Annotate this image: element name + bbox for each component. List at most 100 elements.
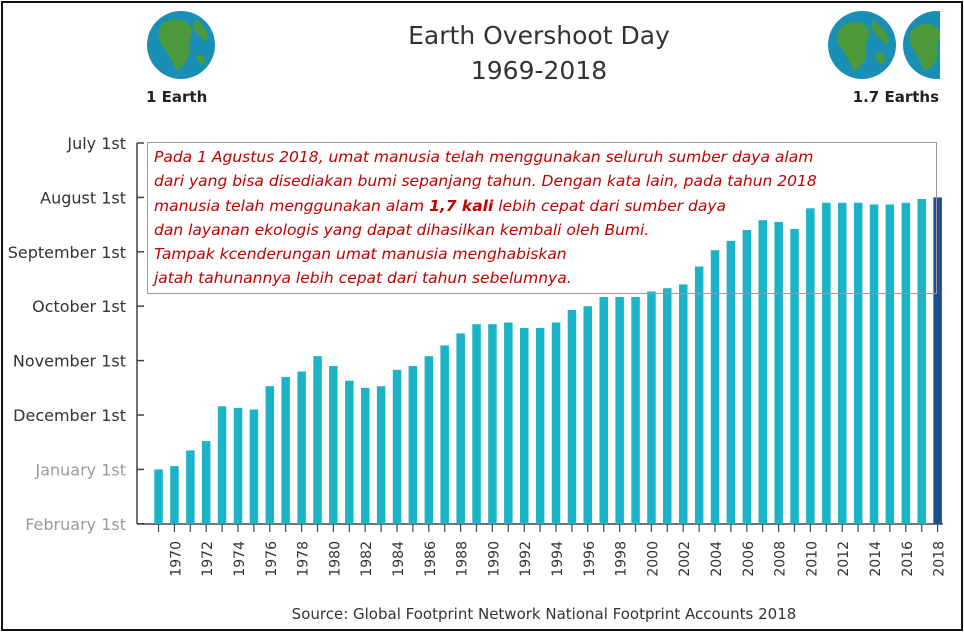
chart-title: Earth Overshoot Day bbox=[408, 21, 670, 50]
y-tick-label: October 1st bbox=[32, 297, 126, 316]
bar-2011 bbox=[822, 202, 831, 525]
bar-2000 bbox=[647, 291, 656, 524]
x-tick-label: 1994 bbox=[550, 541, 566, 577]
x-ticks: 1970 1972 1974 1976 1978 1980 1982 1984 1986 1988… bbox=[157, 524, 948, 577]
x-tick-label: 2006 bbox=[741, 541, 757, 577]
x-tick-label: 1996 bbox=[582, 541, 598, 577]
bar-2009 bbox=[790, 229, 799, 524]
bar-1998 bbox=[615, 297, 624, 524]
bar-1984 bbox=[392, 369, 402, 524]
bar-2016 bbox=[901, 202, 911, 525]
one-point-seven-earths-label: 1.7 Earths bbox=[853, 88, 939, 106]
bar-2007 bbox=[758, 220, 767, 524]
one-earth-label: 1 Earth bbox=[146, 88, 207, 106]
y-tick-label: September 1st bbox=[8, 243, 126, 262]
y-tick-label: December 1st bbox=[13, 406, 126, 425]
annotation-line-3-end: lebih cepat dari sumber daya bbox=[493, 196, 727, 215]
bar-1976 bbox=[265, 386, 275, 524]
earth-globe-icon bbox=[828, 11, 896, 79]
bar-2015 bbox=[885, 204, 895, 524]
x-tick-label: 2000 bbox=[645, 541, 661, 577]
x-tick-label: 1982 bbox=[359, 541, 375, 577]
bar-1996 bbox=[583, 306, 592, 524]
bar-1987 bbox=[440, 345, 449, 524]
x-tick-label: 1980 bbox=[327, 541, 343, 577]
bar-1970 bbox=[170, 466, 179, 524]
bar-2003 bbox=[694, 266, 704, 524]
bar-1973 bbox=[217, 406, 227, 524]
x-tick-label: 2018 bbox=[932, 541, 948, 577]
overshoot-chart: Earth Overshoot Day 1969-2018 1 Earth 1.… bbox=[8, 3, 961, 623]
bar-1971 bbox=[186, 450, 195, 524]
annotation-box bbox=[147, 142, 937, 294]
x-tick-label: 2014 bbox=[868, 541, 884, 577]
chart-subtitle: 1969-2018 bbox=[471, 56, 607, 85]
x-tick-label: 1988 bbox=[455, 541, 471, 577]
bar-2006 bbox=[742, 230, 752, 524]
bar-1977 bbox=[281, 376, 290, 524]
x-tick-label: 1970 bbox=[168, 541, 184, 577]
bar-1990 bbox=[488, 324, 497, 524]
x-tick-label: 2012 bbox=[836, 541, 852, 577]
bar-2018 bbox=[933, 197, 942, 524]
bar-1999 bbox=[631, 297, 640, 524]
bar-1978 bbox=[297, 371, 306, 524]
source-note: Source: Global Footprint Network Nationa… bbox=[292, 605, 797, 623]
y-tick-label: August 1st bbox=[40, 188, 126, 207]
bar-1983 bbox=[376, 386, 386, 524]
y-tick-label: January 1st bbox=[34, 460, 126, 479]
annotation-line-3: manusia telah menggunakan alam 1,7 kali … bbox=[154, 194, 934, 218]
bar-1995 bbox=[567, 310, 577, 524]
bar-2014 bbox=[869, 204, 879, 524]
bar-2008 bbox=[774, 221, 783, 524]
bar-1997 bbox=[599, 297, 608, 524]
bar-2010 bbox=[806, 208, 815, 525]
bar-1975 bbox=[249, 409, 259, 524]
bar-1991 bbox=[504, 322, 513, 524]
x-tick-label: 1992 bbox=[518, 541, 534, 577]
x-tick-label: 2008 bbox=[773, 541, 789, 577]
x-tick-label: 1986 bbox=[423, 541, 439, 577]
bar-2017 bbox=[917, 199, 926, 524]
x-tick-label: 2016 bbox=[900, 541, 916, 577]
bar-1980 bbox=[329, 366, 338, 524]
bar-1981 bbox=[345, 380, 354, 524]
bar-1994 bbox=[551, 322, 561, 524]
annotation-highlight: 1,7 kali bbox=[429, 196, 494, 215]
x-tick-label: 1990 bbox=[486, 541, 502, 577]
bar-1989 bbox=[472, 324, 481, 524]
bar-2004 bbox=[710, 250, 720, 524]
bar-1993 bbox=[535, 328, 545, 524]
globe-crop-mask bbox=[940, 3, 961, 89]
annotation-line-6: jatah tahunannya lebih cepat dari tahun … bbox=[154, 269, 572, 288]
annotation-text: Pada 1 Agustus 2018, umat manusia telah … bbox=[154, 145, 934, 291]
y-tick-label: February 1st bbox=[25, 515, 126, 534]
annotation-line-1: Pada 1 Agustus 2018, umat manusia telah … bbox=[154, 148, 814, 166]
bar-2002 bbox=[679, 284, 688, 524]
x-tick-label: 2010 bbox=[804, 541, 820, 577]
bar-1988 bbox=[456, 333, 465, 524]
x-tick-label: 1972 bbox=[200, 541, 216, 577]
bars bbox=[154, 197, 942, 525]
y-tick-label: November 1st bbox=[13, 352, 126, 371]
x-tick-label: 2002 bbox=[677, 541, 693, 577]
x-tick-label: 2004 bbox=[709, 541, 725, 577]
y-ticks: July 1st August 1st September 1st October 1… bbox=[8, 134, 144, 534]
bar-2005 bbox=[726, 240, 736, 524]
bar-1986 bbox=[424, 356, 434, 524]
annotation-line-3-start: manusia telah menggunakan alam bbox=[154, 196, 430, 215]
bar-1974 bbox=[233, 407, 243, 524]
y-tick-label: July 1st bbox=[66, 134, 126, 153]
x-tick-label: 1998 bbox=[614, 541, 630, 577]
earth-globe-icon bbox=[147, 11, 215, 79]
bar-2013 bbox=[853, 202, 863, 525]
x-tick-label: 1974 bbox=[232, 541, 248, 577]
bar-2001 bbox=[663, 288, 672, 524]
bar-1972 bbox=[201, 441, 211, 524]
annotation-line-4: dan layanan ekologis yang dapat dihasilk… bbox=[154, 220, 650, 239]
bar-1992 bbox=[520, 328, 529, 524]
x-tick-label: 1976 bbox=[264, 541, 280, 577]
annotation-line-2: dari yang bisa disediakan bumi sepanjang… bbox=[154, 172, 817, 191]
x-tick-label: 1984 bbox=[391, 541, 407, 577]
